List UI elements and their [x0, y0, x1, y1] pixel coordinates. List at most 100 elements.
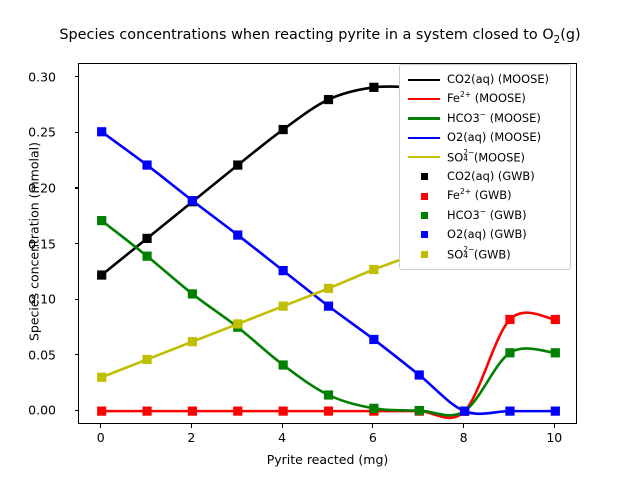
y-tick-label: 0.30 [28, 69, 56, 85]
legend-swatch [406, 228, 442, 242]
legend-swatch [406, 73, 442, 87]
data-point-marker [97, 270, 107, 280]
data-point-marker [187, 406, 198, 416]
legend-item[interactable]: CO2(aq) (GWB) [406, 167, 564, 186]
x-tick-label: 10 [546, 430, 563, 445]
data-point-marker [369, 264, 379, 275]
data-point-marker [233, 319, 243, 329]
data-point-marker [278, 124, 288, 135]
data-point-marker [97, 216, 107, 226]
y-tick-label: 0.00 [28, 402, 56, 418]
legend-line-sample [408, 156, 440, 159]
legend-label: CO2(aq) (MOOSE) [447, 71, 549, 86]
legend-label: SO 2− 4 (GWB) [447, 244, 511, 262]
y-tick-label: 0.15 [28, 236, 56, 251]
data-point-marker [414, 370, 424, 380]
y-tick-mark [74, 243, 79, 245]
data-point-marker [323, 94, 334, 105]
legend-item[interactable]: Fe2+ (MOOSE) [406, 89, 564, 108]
data-point-marker [550, 314, 560, 325]
series-markers [97, 314, 560, 416]
legend-item[interactable]: CO2(aq) (MOOSE) [406, 70, 564, 89]
x-tick-label: 0 [96, 430, 105, 445]
data-point-marker [505, 406, 515, 416]
x-axis-label: Pyrite reacted (mg) [266, 452, 389, 467]
legend-item[interactable]: O2(aq) (GWB) [406, 225, 564, 244]
legend-item[interactable]: SO 2− 4 (GWB) [406, 245, 564, 264]
legend-swatch [406, 131, 442, 145]
legend-label: HCO3− (MOOSE) [447, 109, 541, 125]
data-point-marker [459, 406, 470, 416]
data-point-marker [369, 403, 379, 413]
data-point-marker [278, 406, 288, 416]
data-point-marker [505, 348, 515, 358]
legend-item[interactable]: HCO3− (GWB) [406, 206, 564, 225]
data-point-marker [323, 390, 334, 400]
data-point-marker [369, 334, 379, 345]
legend-marker-sample [420, 192, 428, 200]
data-point-marker [278, 360, 288, 370]
y-tick-label: 0.10 [28, 291, 56, 307]
data-point-marker [142, 233, 152, 243]
legend-label: Fe2+ (GWB) [447, 187, 512, 203]
data-point-marker [414, 405, 424, 416]
data-point-marker [142, 354, 152, 365]
data-point-marker [233, 160, 243, 170]
legend-swatch [406, 208, 442, 222]
y-axis-label: Species concentration (mmolal) [26, 142, 42, 341]
legend-item[interactable]: SO 2− 4 (MOOSE) [406, 148, 564, 167]
legend-swatch [406, 170, 442, 184]
data-point-marker [233, 406, 243, 416]
legend-label: O2(aq) (GWB) [447, 227, 527, 242]
legend-label: SO 2− 4 (MOOSE) [447, 147, 525, 165]
data-point-marker [142, 251, 152, 261]
legend-item[interactable]: HCO3− (MOOSE) [406, 109, 564, 128]
data-point-marker [369, 82, 379, 92]
series-line [100, 311, 557, 420]
y-tick-label: 0.20 [28, 180, 56, 196]
data-point-marker [142, 160, 152, 170]
data-point-marker [550, 348, 560, 358]
data-point-marker [187, 337, 198, 347]
legend-line-sample [408, 78, 440, 81]
legend-marker-sample [420, 211, 428, 219]
chart-legend[interactable]: CO2(aq) (MOOSE) Fe2+ (MOOSE) HCO3− (MOOSE)… [399, 64, 571, 270]
legend-marker-sample [420, 250, 428, 258]
y-tick-label: 0.25 [28, 124, 56, 140]
data-point-marker [142, 406, 152, 416]
data-point-marker [97, 406, 107, 416]
data-point-marker [278, 266, 288, 276]
x-tick-mark [463, 424, 465, 428]
legend-item[interactable]: Fe2+ (GWB) [406, 186, 564, 205]
legend-swatch [406, 150, 442, 164]
y-tick-mark [74, 298, 79, 300]
legend-label: HCO3− (GWB) [447, 206, 527, 222]
data-point-marker [233, 230, 243, 240]
legend-swatch [406, 92, 442, 106]
data-point-marker [187, 289, 198, 299]
legend-item[interactable]: O2(aq) (MOOSE) [406, 128, 564, 147]
legend-label: Fe2+ (MOOSE) [447, 90, 526, 106]
series-markers [97, 127, 560, 416]
y-tick-mark [74, 187, 79, 189]
x-tick-mark [190, 424, 192, 428]
data-point-marker [323, 406, 334, 416]
y-tick-mark [74, 409, 79, 411]
data-point-marker [323, 283, 334, 293]
legend-swatch [406, 247, 442, 261]
legend-swatch [406, 111, 442, 125]
legend-line-sample [408, 136, 440, 139]
legend-swatch [406, 189, 442, 203]
data-point-marker [505, 314, 515, 325]
legend-line-sample [408, 117, 440, 120]
y-tick-label: 0.05 [28, 347, 56, 363]
legend-label: CO2(aq) (GWB) [447, 168, 535, 183]
x-tick-mark [100, 424, 102, 428]
legend-label: O2(aq) (MOOSE) [447, 130, 542, 145]
y-tick-mark [74, 131, 79, 134]
data-point-marker [97, 127, 107, 137]
y-tick-mark [74, 354, 79, 356]
x-tick-label: 4 [278, 430, 287, 445]
data-point-marker [323, 301, 334, 311]
